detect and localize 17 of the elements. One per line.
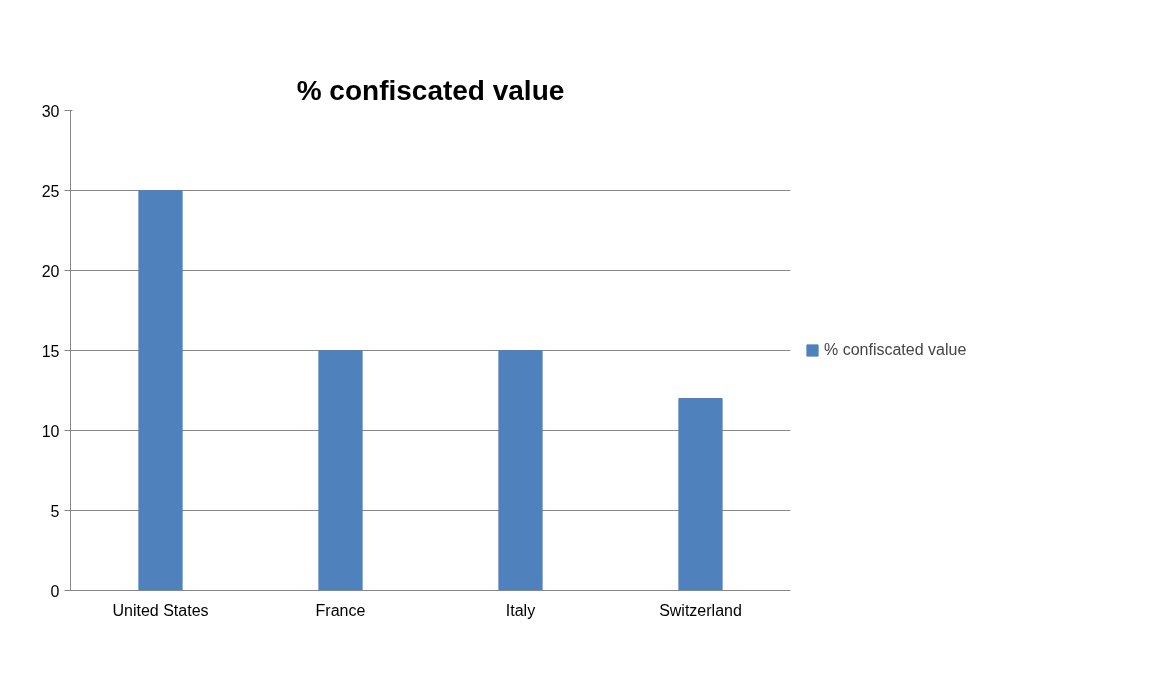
bar [318,350,363,591]
y-tick-label: 30 [41,102,60,120]
y-tick-label: 5 [50,502,60,520]
y-tick-label: 25 [41,182,60,200]
y-tick-label: 10 [41,422,60,440]
x-tick-label: Italy [505,601,536,619]
y-tick-label: 15 [41,342,60,360]
chart-title: % confiscated value [296,74,565,106]
bar [498,350,543,591]
x-tick-label: Switzerland [659,601,742,619]
x-tick-label: United States [112,601,209,619]
bar [678,398,723,591]
x-tick-label: France [315,601,366,619]
legend-label: % confiscated value [824,341,967,359]
y-tick-label: 0 [50,582,60,600]
bar [138,190,183,591]
y-tick-label: 20 [41,262,60,280]
